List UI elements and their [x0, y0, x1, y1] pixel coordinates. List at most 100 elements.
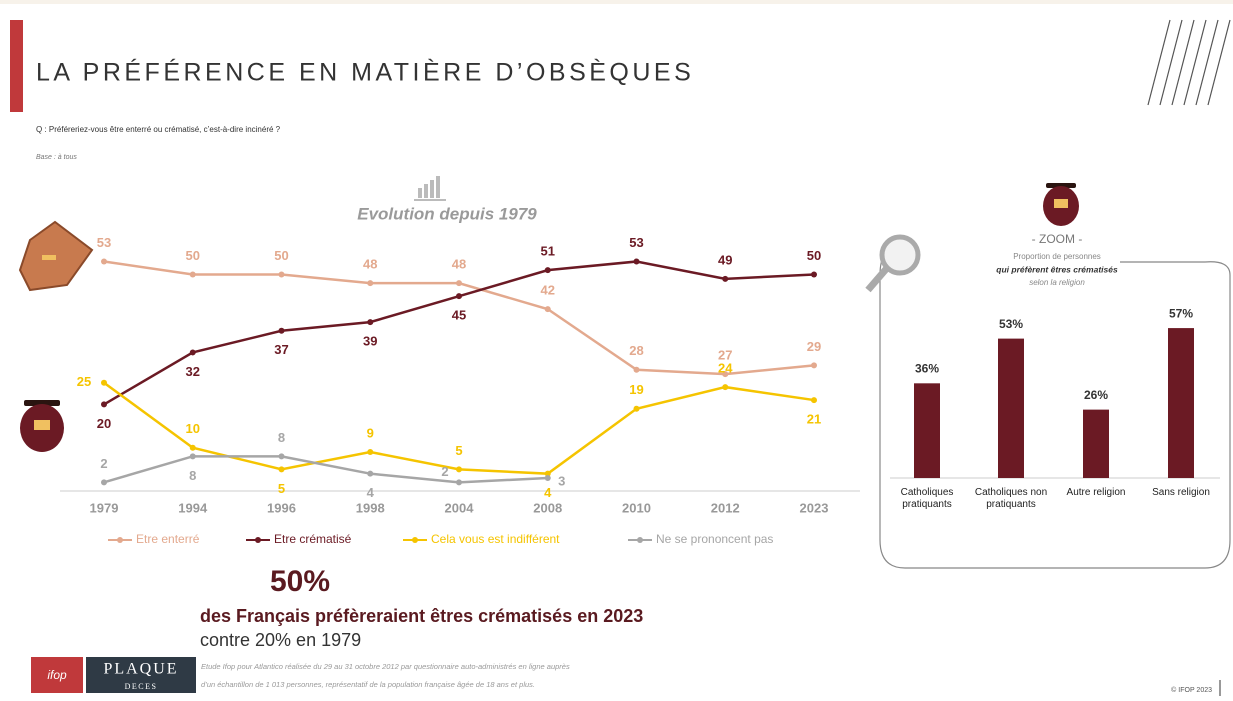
series-point [544, 306, 551, 313]
series-point [278, 327, 285, 334]
data-label: 37 [274, 342, 288, 357]
legend-dot [412, 537, 418, 543]
line-chart-title: Evolution depuis 1979 [357, 204, 537, 223]
series-point [367, 470, 374, 477]
series-point [544, 475, 551, 482]
series-point [633, 258, 640, 265]
plaque-logo-text: PLAQUE [103, 661, 178, 678]
x-tick-label: Catholiques pratiquants [900, 487, 954, 510]
series-point [811, 271, 817, 278]
zoom-subtitle: Proportion de personnes [1013, 252, 1101, 261]
data-label: 42 [541, 283, 555, 298]
data-label: 25 [77, 374, 91, 389]
data-label: 24 [718, 361, 733, 376]
data-label: 57% [1169, 306, 1193, 320]
zoom-frame [879, 249, 1231, 569]
series-point [456, 293, 462, 300]
zoom-subtitle: qui préfèrent êtres crématisés [996, 264, 1118, 274]
x-tick-label: 1979 [90, 500, 119, 515]
series-point [811, 397, 817, 404]
data-label: 50 [807, 248, 821, 263]
series-point [456, 479, 462, 486]
x-tick-label: 2010 [622, 500, 651, 515]
data-label: 27 [718, 348, 732, 363]
ifop-logo [31, 657, 83, 693]
x-tick-label: 1998 [356, 500, 385, 515]
data-label: 5 [455, 443, 462, 458]
data-label: 32 [186, 364, 200, 379]
data-label: 8 [278, 430, 285, 445]
data-label: 39 [363, 334, 377, 349]
legend-dot [117, 537, 123, 543]
data-label: 45 [452, 308, 466, 323]
slide-title: LA PRÉFÉRENCE EN MATIÈRE D’OBSÈQUES [36, 58, 694, 87]
series-point [367, 449, 374, 456]
zoom-subtitle: selon la religion [1029, 278, 1085, 287]
series-line [103, 455, 548, 484]
urn-icon [20, 400, 64, 452]
series-point [101, 258, 107, 265]
data-label: 50 [274, 248, 288, 263]
series-point [101, 379, 107, 386]
data-label: 28 [629, 343, 643, 358]
base: Base : à tous [36, 154, 77, 161]
data-label: 4 [367, 485, 375, 500]
data-label: 10 [186, 421, 200, 436]
series-point [278, 453, 285, 460]
data-label: 29 [807, 339, 821, 354]
headline-text: des Français préfèreraient êtres crémati… [200, 606, 643, 626]
x-tick-label: Autre religion [1066, 487, 1126, 498]
magnifier-icon [865, 234, 921, 293]
question: Q : Préféreriez-vous être enterré ou cré… [36, 125, 281, 134]
data-label: 3 [558, 473, 565, 488]
legend-dot [637, 537, 643, 543]
x-tick-label: 2023 [800, 500, 829, 515]
legend-label: Etre enterré [136, 532, 200, 546]
urn-icon [1043, 183, 1079, 226]
headline-sub: contre 20% en 1979 [200, 630, 361, 650]
bar [1083, 409, 1109, 478]
x-tick-label: 2004 [445, 500, 475, 515]
data-label: 26% [1084, 388, 1108, 402]
data-label: 53 [629, 235, 643, 250]
data-label: 50 [186, 248, 200, 263]
data-label: 48 [363, 257, 377, 272]
bar [998, 338, 1024, 478]
legend-dot [255, 537, 261, 543]
x-tick-label: Catholiques non pratiquants [974, 487, 1048, 510]
legend-label: Cela vous est indifférent [431, 532, 560, 546]
data-label: 48 [452, 257, 466, 272]
decor-lines [1147, 19, 1231, 106]
bar [1168, 328, 1194, 478]
x-tick-label: 2012 [711, 500, 740, 515]
x-tick-label: 1994 [178, 500, 208, 515]
headline-number: 50% [270, 565, 330, 598]
accent-bar [10, 20, 23, 112]
legend-label: Etre crématisé [274, 532, 352, 546]
legend-label: Ne se prononcent pas [656, 532, 773, 546]
data-label: 53 [97, 235, 111, 250]
ifop-logo-text: ifop [47, 668, 67, 682]
chart-icon [414, 176, 446, 201]
data-label: 49 [718, 252, 732, 267]
series-point [722, 384, 729, 391]
data-label: 2 [100, 456, 107, 471]
series-point [456, 280, 462, 287]
data-label: 5 [278, 481, 285, 496]
copyright: © IFOP 2023 [1171, 686, 1212, 694]
top-band [0, 0, 1233, 4]
deces-logo-text: DECES [125, 682, 158, 691]
series-point [544, 267, 551, 274]
data-label: 21 [807, 412, 821, 427]
data-label: 19 [629, 382, 643, 397]
series-point [189, 271, 196, 278]
data-label: 9 [367, 425, 374, 440]
data-label: 8 [189, 468, 196, 483]
series-point [189, 349, 196, 356]
series-point [189, 453, 196, 460]
series-point [456, 466, 462, 473]
data-label: 53% [999, 317, 1023, 331]
footnote: Etude Ifop pour Atlantico réalisée du 29… [201, 662, 570, 671]
